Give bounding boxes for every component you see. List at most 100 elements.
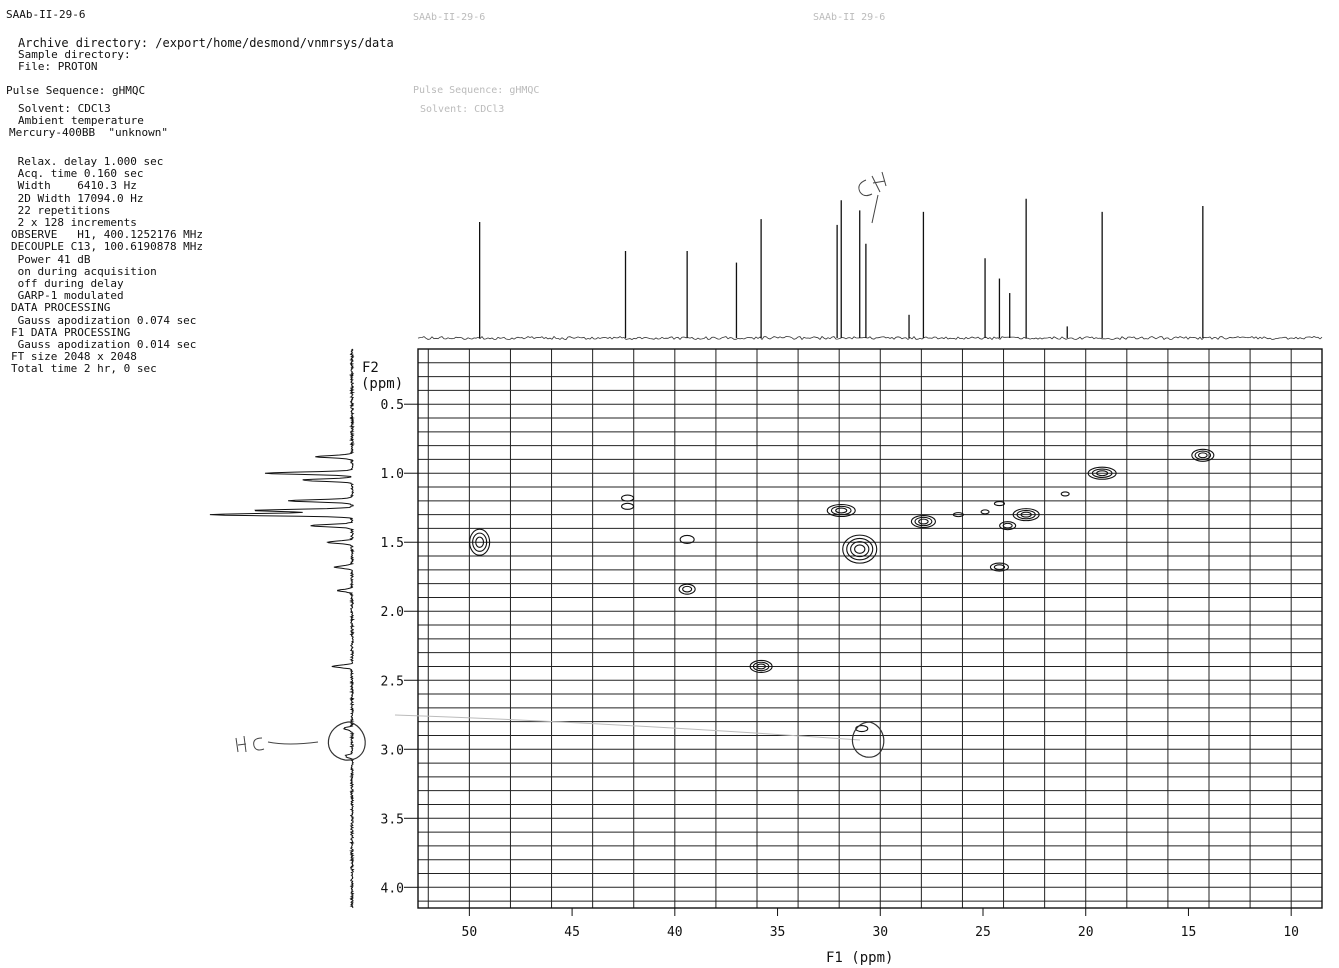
contour-ring <box>993 501 1005 507</box>
cross-peak <box>621 494 635 502</box>
contour-ring <box>1087 466 1117 480</box>
param-line: OBSERVE H1, 400.1252176 MHz <box>11 228 204 242</box>
contour-ring <box>830 505 852 516</box>
contour-ring <box>679 534 695 545</box>
contour-ring <box>1197 452 1208 459</box>
cross-peak <box>910 514 936 529</box>
contour-ring <box>989 562 1009 572</box>
x-tick-label: 10 <box>1283 925 1299 940</box>
proton-trace <box>209 348 356 909</box>
x-tick-label: 25 <box>975 925 991 940</box>
cross-peak <box>980 509 990 515</box>
param-line: DATA PROCESSING <box>11 301 111 315</box>
cross-peak <box>826 503 856 518</box>
param-line: Relax. delay 1.000 sec <box>11 155 164 168</box>
contour-ring <box>678 583 696 595</box>
contour-ring <box>469 528 491 556</box>
proton-projection-trace <box>209 348 356 909</box>
cross-peak <box>749 659 773 674</box>
contour-ring <box>752 661 770 672</box>
ghost-sample-id-2: SAAb-II 29-6 <box>813 12 886 23</box>
sample-directory: Sample directory: <box>18 48 131 61</box>
contour-ring <box>910 514 936 529</box>
param-line: 22 repetitions <box>11 203 111 217</box>
x-tick-label: 15 <box>1181 925 1197 940</box>
contour-ring <box>621 494 635 502</box>
x-axis-label: F1 (ppm) <box>826 950 893 966</box>
cross-peaks <box>469 448 1215 733</box>
sample-id: SAAb-II-29-6 <box>6 8 86 21</box>
y-tick-label: 2.0 <box>381 605 404 620</box>
x-axis-ticks: 50 45 40 35 30 25 20 15 10 <box>462 908 1299 940</box>
contour-ring <box>1194 450 1212 461</box>
y-tick-label: 1.5 <box>381 536 404 551</box>
contour-ring <box>952 512 964 518</box>
contour-ring <box>993 564 1006 570</box>
param-line: Gauss apodization 0.014 sec <box>11 338 197 352</box>
contour-ring <box>980 509 990 515</box>
contour-ring <box>850 541 870 558</box>
ghost-solvent: Solvent: CDCl3 <box>420 104 505 115</box>
y-tick-label: 4.0 <box>381 881 404 896</box>
contour-ring <box>918 518 929 525</box>
cross-peak <box>993 501 1005 507</box>
param-line: Total time 2 hr, 0 sec <box>11 362 157 376</box>
param-line: FT size 2048 x 2048 <box>11 350 137 364</box>
param-line: Width 6410.3 Hz <box>11 179 137 193</box>
hand-label-ch <box>858 171 887 224</box>
cross-peak <box>1087 466 1117 480</box>
param-line: 2D Width 17094.0 Hz <box>11 191 144 205</box>
cross-peak <box>1191 448 1215 462</box>
param-line: Power 41 dB <box>11 252 91 266</box>
cross-peak <box>678 583 696 595</box>
contour-ring <box>1191 448 1215 462</box>
param-line: Acq. time 0.160 sec <box>11 167 144 181</box>
hand-circle-proton <box>327 721 366 761</box>
y-tick-label: 3.5 <box>381 812 404 827</box>
param-line: GARP-1 modulated <box>11 289 124 303</box>
contour-ring <box>1020 511 1032 518</box>
y-tick-label: 3.0 <box>381 743 404 758</box>
cross-peak <box>999 521 1017 531</box>
contour-ring <box>1012 508 1040 522</box>
contour-ring <box>826 503 856 518</box>
contour-ring <box>1002 522 1013 529</box>
archive-directory: Archive directory: /export/home/desmond/… <box>18 36 394 50</box>
param-line: on during acquisition <box>11 264 157 278</box>
contour-ring <box>756 663 766 670</box>
contour-ring <box>854 544 866 554</box>
acquisition-parameters: Relax. delay 1.000 sec Acq. time 0.160 s… <box>11 155 204 376</box>
y-tick-label: 1.0 <box>381 467 404 482</box>
contour-ring <box>682 585 693 593</box>
contour-ring <box>1091 468 1113 478</box>
x-tick-label: 20 <box>1078 925 1094 940</box>
y-axis-label-line2: (ppm) <box>361 376 403 392</box>
x-tick-label: 30 <box>872 925 888 940</box>
contour-ring <box>835 507 848 514</box>
param-line: DECOUPLE C13, 100.6190878 MHz <box>11 240 204 254</box>
cross-peak <box>842 534 878 564</box>
carbon-projection-trace <box>417 198 1323 341</box>
contour-ring <box>914 516 933 527</box>
temperature: Ambient temperature <box>18 114 144 127</box>
y-axis-label-line1: F2 <box>362 360 379 376</box>
hand-label-hc-ch <box>235 735 319 753</box>
pulse-sequence: Pulse Sequence: gHMQC <box>6 84 146 97</box>
cross-peak <box>469 528 491 556</box>
x-tick-label: 50 <box>462 925 478 940</box>
y-tick-label: 2.5 <box>381 674 404 689</box>
x-tick-label: 40 <box>667 925 683 940</box>
param-line: Gauss apodization 0.074 sec <box>11 313 197 327</box>
instrument: Mercury-400BB "unknown" <box>9 126 168 139</box>
cross-peak <box>1060 491 1070 497</box>
plot-frame <box>417 348 1323 909</box>
plot-grid <box>418 349 1322 908</box>
handwritten-annotations <box>235 171 887 761</box>
y-axis-ticks: 0.5 1.0 1.5 2.0 2.5 3.0 3.5 4.0 <box>381 398 418 896</box>
ghost-pulse-sequence: Pulse Sequence: gHMQC <box>413 85 540 96</box>
hand-circle-crosspeak <box>851 721 885 758</box>
pencil-guide-line <box>394 714 861 741</box>
carbon-baseline <box>417 335 1323 341</box>
contour-ring <box>472 532 488 552</box>
